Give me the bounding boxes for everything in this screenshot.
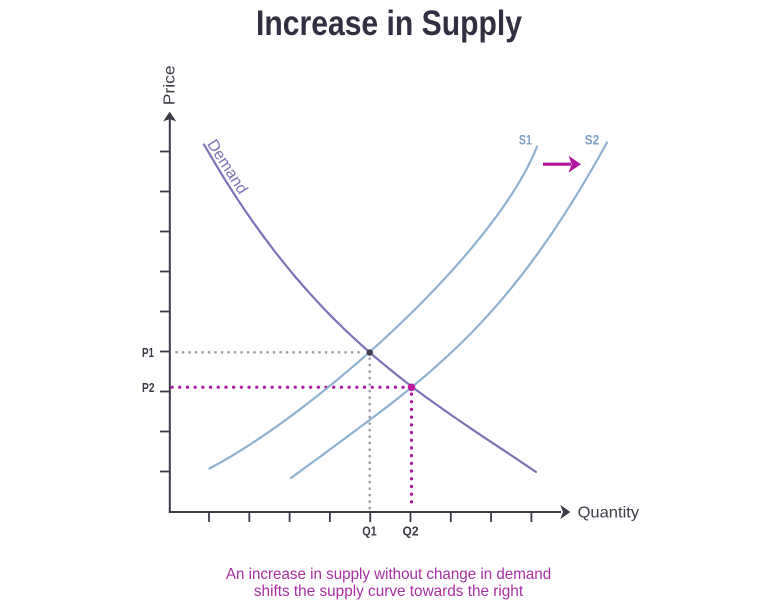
- svg-text:Increase in Supply: Increase in Supply: [256, 4, 522, 43]
- svg-text:Q2: Q2: [403, 524, 419, 539]
- svg-text:S1: S1: [519, 131, 532, 147]
- svg-text:S2: S2: [585, 131, 600, 147]
- svg-text:P1: P1: [142, 345, 154, 360]
- svg-text:An increase in supply without: An increase in supply without change in …: [226, 566, 551, 583]
- svg-text:Demand: Demand: [203, 137, 250, 198]
- svg-text:Q1: Q1: [362, 524, 377, 539]
- svg-text:shifts the supply curve toward: shifts the supply curve towards the righ…: [254, 583, 524, 600]
- svg-text:Price: Price: [162, 65, 179, 105]
- svg-text:P2: P2: [142, 380, 155, 395]
- svg-text:Quantity: Quantity: [578, 504, 640, 521]
